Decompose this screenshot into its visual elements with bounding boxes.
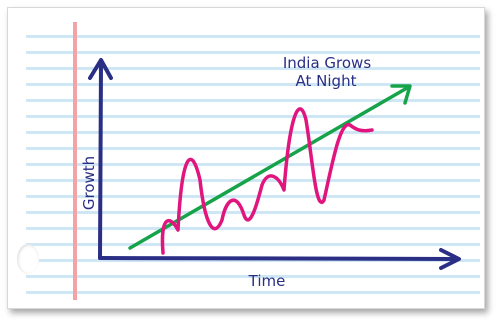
diagram-title-line1: India Grows [283,54,371,72]
paper-margin-line [73,22,77,300]
diagram-title-line2: At Night [296,72,357,90]
y-axis [98,62,103,260]
trend-arrowhead [390,84,412,105]
y-axis-label: Growth [80,156,98,210]
binder-hole [17,244,39,274]
x-axis [98,256,459,261]
oscillating-growth-line [160,107,374,255]
x-axis-label: Time [248,272,286,290]
x-axis-arrowhead [439,248,461,270]
trend-arrow-line [128,86,409,250]
y-axis-arrowhead [88,58,113,80]
